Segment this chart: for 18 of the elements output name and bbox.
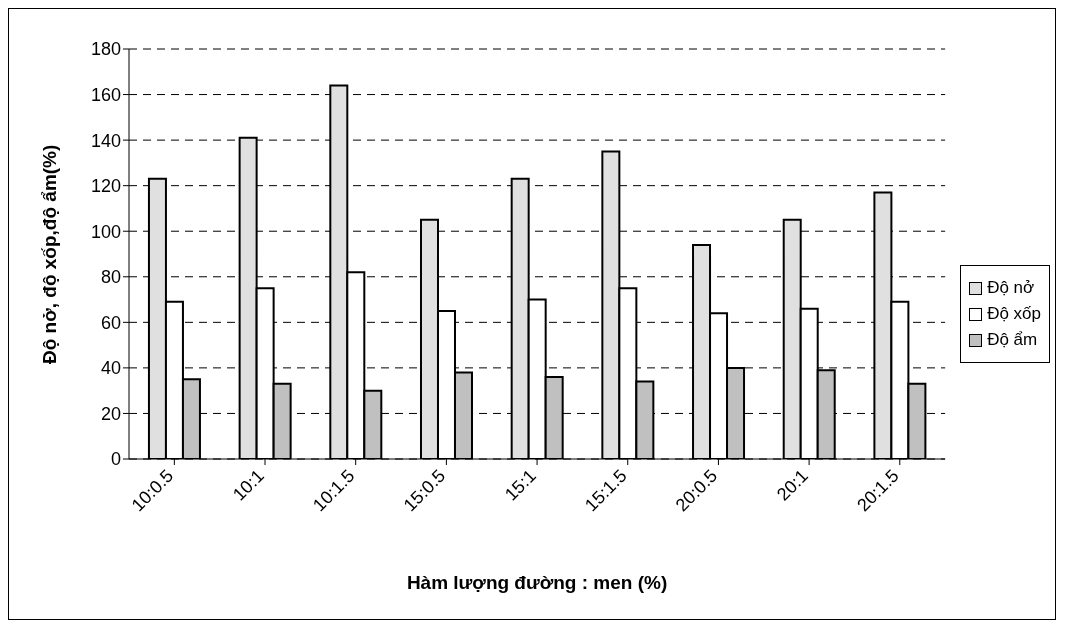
legend-label: Độ xốp <box>987 304 1041 324</box>
y-tick-label: 120 <box>90 176 121 197</box>
y-tick-label: 60 <box>100 312 121 333</box>
y-tick-label: 100 <box>90 221 121 242</box>
y-tick-label: 20 <box>100 403 121 424</box>
x-axis-title: Hàm lượng đường : men (%) <box>406 572 668 593</box>
y-tick-label: 140 <box>90 130 121 151</box>
legend-label: Độ nở <box>987 278 1035 298</box>
y-tick-label: 180 <box>90 39 121 60</box>
y-tick-label: 40 <box>100 358 121 379</box>
y-tick-label: 0 <box>110 449 121 470</box>
y-axis-title: Độ nở, độ xốp,độ ẩm(%) <box>38 144 60 364</box>
y-tick-label: 160 <box>90 84 121 105</box>
legend-label: Độ ẩm <box>987 330 1038 350</box>
x-tick-label: 10:1 <box>228 465 268 505</box>
x-tick-label: 15:1 <box>500 465 540 505</box>
y-tick-label: 80 <box>100 267 121 288</box>
x-tick-label: 20:1 <box>773 465 812 505</box>
